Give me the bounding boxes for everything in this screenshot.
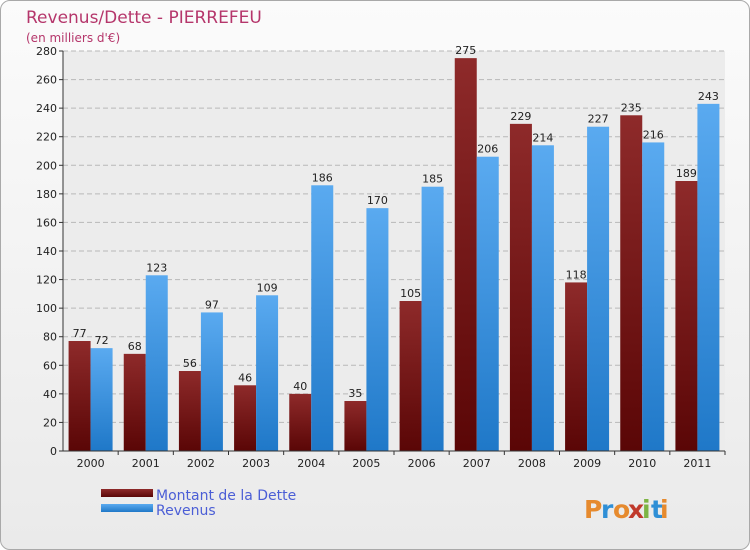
data-label: 105 bbox=[400, 287, 421, 300]
revenus-bar bbox=[366, 208, 389, 451]
data-label: 40 bbox=[293, 380, 307, 393]
data-label: 109 bbox=[257, 281, 278, 294]
revenus-bar bbox=[642, 142, 665, 451]
x-tick-label: 2002 bbox=[187, 457, 215, 470]
revenus-bar bbox=[587, 126, 610, 451]
debt-bar bbox=[178, 371, 201, 451]
x-tick-label: 2003 bbox=[242, 457, 270, 470]
y-tick-label: 220 bbox=[36, 131, 57, 144]
legend: Montant de la Dette Revenus bbox=[101, 488, 296, 519]
x-tick-label: 2004 bbox=[297, 457, 325, 470]
chart-subtitle: (en milliers d'€) bbox=[26, 31, 120, 45]
revenus-bar bbox=[200, 312, 223, 451]
debt-bar bbox=[565, 282, 588, 451]
value-labels: 77 72 68 123 56 97 46 109 40 186 35 170 105 185 275 206… bbox=[73, 44, 719, 400]
x-tick-label: 2001 bbox=[132, 457, 160, 470]
debt-bar bbox=[675, 181, 698, 451]
y-tick-label: 80 bbox=[43, 331, 57, 344]
y-tick-label: 260 bbox=[36, 74, 57, 87]
legend-label-revenus: Revenus bbox=[156, 503, 216, 519]
data-label: 35 bbox=[348, 387, 362, 400]
data-label: 170 bbox=[367, 194, 388, 207]
data-label: 68 bbox=[128, 340, 142, 353]
debt-bar bbox=[620, 115, 643, 452]
x-tick-label: 2005 bbox=[352, 457, 380, 470]
legend-swatch-debt bbox=[101, 489, 153, 497]
y-axis: 0 20 40 60 80 100 120 140 160 180 200 220 240 260 280 bbox=[36, 45, 64, 458]
debt-bar bbox=[289, 393, 312, 451]
chart-title: Revenus/Dette - PIERREFEU bbox=[26, 8, 262, 28]
y-tick-label: 60 bbox=[43, 359, 57, 372]
logo-letter: i bbox=[660, 495, 669, 524]
y-tick-label: 40 bbox=[43, 388, 57, 401]
y-tick-label: 160 bbox=[36, 216, 57, 229]
y-tick-label: 20 bbox=[43, 416, 57, 429]
data-label: 118 bbox=[566, 268, 587, 281]
y-tick-label: 280 bbox=[36, 45, 57, 58]
bars bbox=[68, 58, 720, 452]
debt-bar bbox=[344, 401, 367, 451]
y-tick-label: 0 bbox=[50, 445, 57, 458]
data-label: 189 bbox=[676, 167, 697, 180]
logo-letter: o bbox=[613, 495, 630, 524]
data-label: 72 bbox=[95, 334, 109, 347]
debt-bar bbox=[68, 341, 91, 451]
debt-bar bbox=[123, 353, 146, 451]
debt-bar bbox=[234, 385, 257, 451]
y-tick-label: 200 bbox=[36, 159, 57, 172]
legend-label-debt: Montant de la Dette bbox=[156, 488, 296, 504]
logo-letter: i bbox=[642, 495, 651, 524]
data-label: 214 bbox=[532, 131, 553, 144]
data-label: 227 bbox=[588, 113, 609, 126]
data-label: 77 bbox=[73, 327, 87, 340]
logo-letter: t bbox=[651, 495, 663, 524]
data-label: 206 bbox=[477, 143, 498, 156]
revenus-bar bbox=[476, 156, 499, 451]
x-tick-label: 2007 bbox=[463, 457, 491, 470]
logo-letter: x bbox=[628, 495, 644, 524]
data-label: 46 bbox=[238, 371, 252, 384]
data-label: 185 bbox=[422, 173, 443, 186]
debt-bar bbox=[509, 123, 532, 451]
y-tick-label: 120 bbox=[36, 274, 57, 287]
x-tick-label: 2009 bbox=[573, 457, 601, 470]
gridlines bbox=[63, 50, 725, 423]
x-tick-label: 2000 bbox=[77, 457, 105, 470]
legend-swatch-revenus bbox=[101, 504, 153, 512]
revenus-bar bbox=[256, 295, 279, 451]
data-label: 229 bbox=[510, 110, 531, 123]
logo-letter: P bbox=[584, 495, 602, 524]
x-tick-label: 2011 bbox=[683, 457, 711, 470]
data-label: 56 bbox=[183, 357, 197, 370]
revenus-bar bbox=[90, 348, 113, 451]
debt-bar bbox=[454, 58, 477, 452]
data-label: 97 bbox=[205, 298, 219, 311]
x-axis: 2000 2001 2002 2003 2004 2005 2006 2007 2008 2009… bbox=[63, 450, 726, 470]
data-label: 235 bbox=[621, 101, 642, 114]
logo-letter: r bbox=[601, 495, 614, 524]
data-label: 216 bbox=[643, 128, 664, 141]
y-tick-label: 100 bbox=[36, 302, 57, 315]
data-label: 123 bbox=[146, 261, 167, 274]
proxiti-logo: Pr oxi ti bbox=[584, 495, 669, 524]
x-tick-label: 2008 bbox=[518, 457, 546, 470]
debt-bar bbox=[399, 301, 422, 451]
revenus-bar bbox=[145, 275, 168, 451]
y-tick-label: 140 bbox=[36, 245, 57, 258]
revenus-bar bbox=[697, 103, 720, 451]
x-tick-label: 2010 bbox=[628, 457, 656, 470]
y-tick-label: 240 bbox=[36, 102, 57, 115]
revenus-bar bbox=[311, 185, 334, 452]
x-tick-label: 2006 bbox=[408, 457, 436, 470]
data-label: 186 bbox=[312, 171, 333, 184]
data-label: 275 bbox=[455, 44, 476, 57]
y-tick-label: 180 bbox=[36, 188, 57, 201]
data-label: 243 bbox=[698, 90, 719, 103]
revenus-bar bbox=[531, 145, 554, 452]
revenus-bar bbox=[421, 186, 444, 451]
